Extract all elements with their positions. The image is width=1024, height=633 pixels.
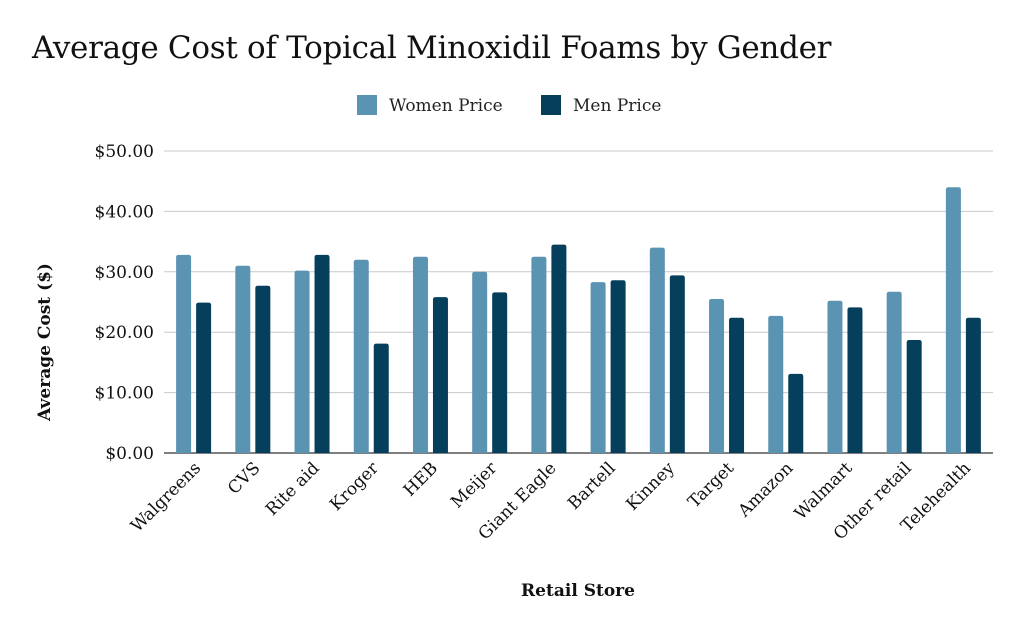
bar-women-kroger xyxy=(353,259,369,453)
bar-women-walgreens xyxy=(176,254,192,453)
legend-swatch xyxy=(357,95,377,115)
bar-women-kinney xyxy=(649,247,665,453)
bar-men-kroger xyxy=(373,343,389,453)
gridlines xyxy=(164,150,993,454)
x-tick-label: Meijer xyxy=(447,458,502,513)
y-tick-label: $50.00 xyxy=(95,142,154,162)
bars xyxy=(176,187,981,454)
bar-men-bartell xyxy=(610,280,626,453)
y-tick-label: $20.00 xyxy=(95,323,154,343)
bar-men-cvs xyxy=(255,285,271,453)
y-axis-ticks: $0.00 $10.00 $20.00 $30.00 $40.00 $50.00 xyxy=(95,142,154,464)
bar-women-cvs xyxy=(235,265,251,453)
x-tick-label: HEB xyxy=(400,458,442,500)
x-tick-label: Kinney xyxy=(622,458,679,515)
x-tick-label: Walgreens xyxy=(127,458,205,536)
bar-women-other-retail xyxy=(886,291,902,453)
bar-women-target xyxy=(709,298,725,453)
x-tick-label: Target xyxy=(684,458,738,512)
bar-men-walgreens xyxy=(196,302,212,453)
bar-men-meijer xyxy=(492,292,508,453)
bar-women-heb xyxy=(412,256,428,453)
bar-women-bartell xyxy=(590,282,606,453)
legend: Women Price Men Price xyxy=(357,95,661,116)
y-tick-label: $0.00 xyxy=(105,444,154,464)
bar-men-giant-eagle xyxy=(551,244,567,453)
legend-swatch xyxy=(541,95,561,115)
x-tick-label: Kroger xyxy=(326,458,383,515)
bar-men-heb xyxy=(432,297,448,453)
bar-men-amazon xyxy=(788,373,804,453)
x-tick-label: Bartell xyxy=(564,458,620,514)
y-tick-label: $40.00 xyxy=(95,202,154,222)
y-axis-title: Average Cost ($) xyxy=(35,263,55,422)
bar-men-other-retail xyxy=(906,340,922,453)
bar-women-giant-eagle xyxy=(531,256,547,453)
y-tick-label: $10.00 xyxy=(95,384,154,404)
bar-men-walmart xyxy=(847,307,863,453)
bar-women-walmart xyxy=(827,300,843,453)
bar-women-amazon xyxy=(768,315,784,453)
bar-men-target xyxy=(729,317,745,453)
x-axis-title: Retail Store xyxy=(521,581,635,601)
bar-men-telehealth xyxy=(965,317,981,453)
legend-label: Men Price xyxy=(573,96,661,116)
bar-women-rite-aid xyxy=(294,270,310,453)
chart-title: Average Cost of Topical Minoxidil Foams … xyxy=(32,30,832,66)
legend-label: Women Price xyxy=(389,96,503,116)
bar-men-rite-aid xyxy=(314,254,330,453)
x-tick-label: Amazon xyxy=(734,458,797,521)
y-tick-label: $30.00 xyxy=(95,263,154,283)
bar-women-meijer xyxy=(472,271,488,453)
x-tick-label: CVS xyxy=(224,458,264,498)
bar-women-telehealth xyxy=(945,187,961,454)
x-tick-label: Rite aid xyxy=(262,458,324,520)
bar-men-kinney xyxy=(669,275,685,453)
